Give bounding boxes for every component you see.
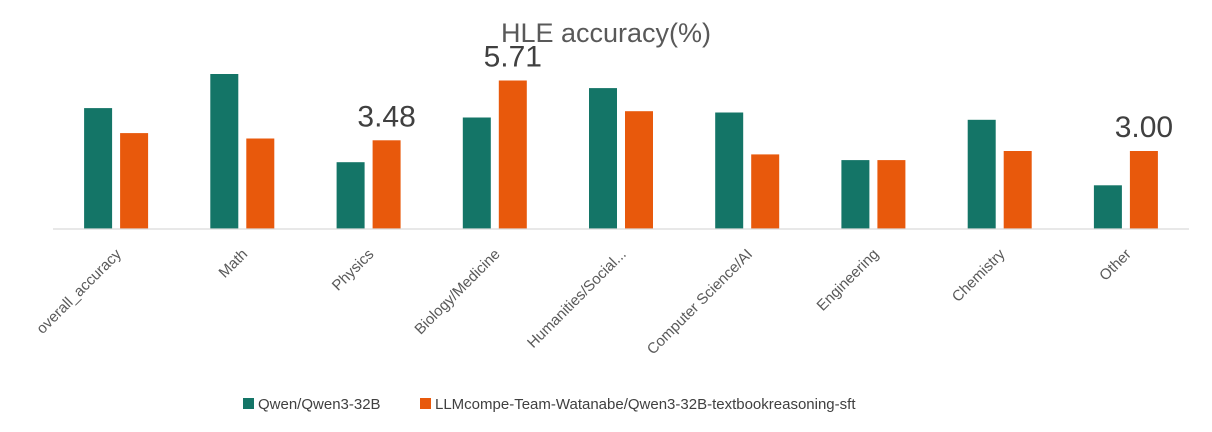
bars-group	[84, 74, 1158, 229]
bar-chemistry-series-2	[1003, 151, 1032, 229]
legend-swatch-sft	[420, 398, 431, 409]
x-tick-label-chemistry: Chemistry	[949, 245, 1009, 305]
bar-biology-medicine-series-2	[498, 80, 527, 229]
bar-computer-science-ai-series-2	[751, 154, 780, 229]
data-label-physics: 3.48	[357, 100, 415, 133]
bar-math-series-2	[246, 138, 275, 229]
bar-physics-series-1	[336, 162, 365, 229]
bar-other-series-1	[1093, 185, 1122, 229]
bar-humanities-social-series-1	[589, 88, 617, 229]
x-tick-label-physics: Physics	[329, 246, 378, 295]
chart-title: HLE accuracy(%)	[501, 18, 711, 48]
bar-engineering-series-1	[841, 160, 870, 229]
data-label-other: 3.00	[1115, 111, 1173, 144]
bar-overall-accuracy-series-1	[84, 108, 113, 229]
legend-label-sft: LLMcompe-Team-Watanabe/Qwen3-32B-textboo…	[435, 396, 856, 413]
data-labels: 3.48 5.71 3.00	[357, 41, 1173, 145]
x-tick-label-biology-medicine: Biology/Medicine	[411, 246, 503, 338]
bar-math-series-1	[210, 74, 239, 229]
bar-physics-series-2	[372, 140, 401, 229]
bar-chemistry-series-1	[967, 119, 996, 229]
x-tick-label-overall-accuracy: overall_accuracy	[33, 245, 125, 337]
x-tick-label-computer-science-ai: Computer Science/AI	[644, 246, 756, 358]
bar-computer-science-ai-series-1	[715, 112, 744, 229]
x-tick-labels: overall_accuracy Math Physics Biology/Medic…	[33, 245, 1134, 358]
x-tick-label-math: Math	[216, 246, 252, 282]
legend-swatch-qwen	[243, 398, 254, 409]
x-tick-label-engineering: Engineering	[814, 246, 883, 315]
x-tick-label-other: Other	[1096, 246, 1135, 285]
data-label-biology-medicine: 5.71	[484, 41, 542, 74]
bar-overall-accuracy-series-2	[120, 133, 149, 229]
bar-engineering-series-2	[877, 160, 906, 229]
x-tick-label-humanities-social: Humanities/Social...	[524, 246, 630, 352]
legend: Qwen/Qwen3-32B LLMcompe-Team-Watanabe/Qw…	[243, 396, 856, 413]
bar-humanities-social-series-2	[625, 111, 653, 229]
bar-other-series-2	[1129, 151, 1158, 229]
legend-label-qwen: Qwen/Qwen3-32B	[258, 396, 381, 413]
bar-biology-medicine-series-1	[462, 117, 491, 229]
